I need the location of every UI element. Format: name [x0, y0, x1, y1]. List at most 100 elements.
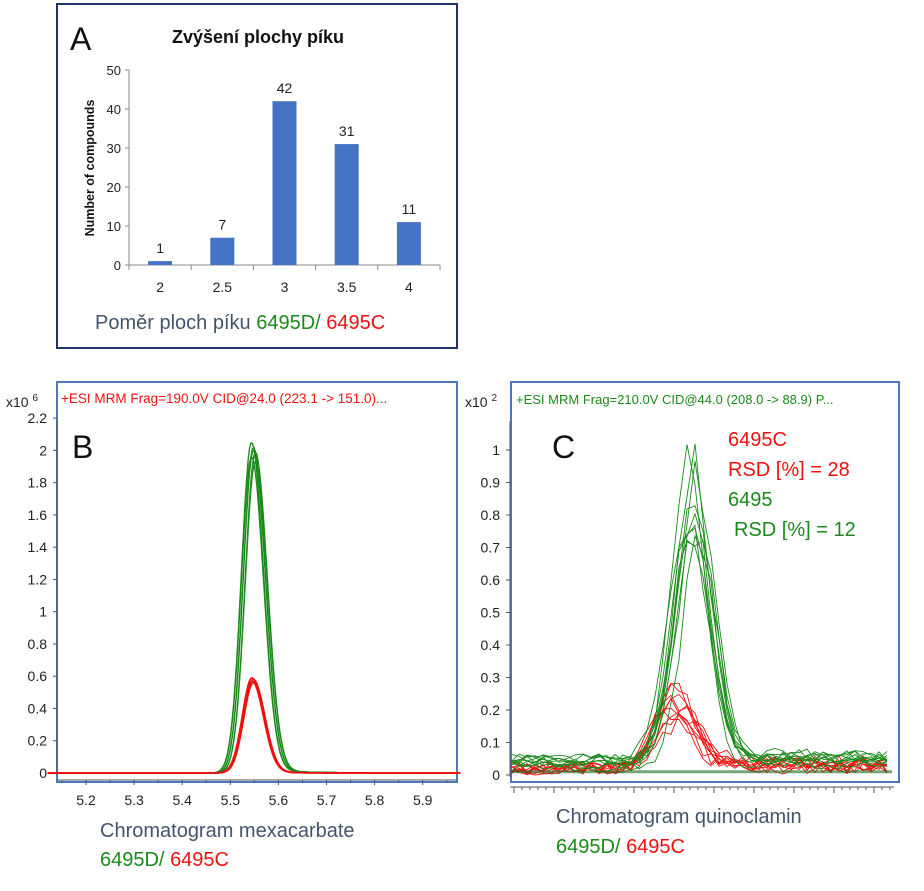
panel-b-caption-red: 6495C — [170, 849, 229, 871]
green-trace — [510, 539, 888, 764]
bar — [396, 222, 421, 265]
panel-c-letter: C — [552, 429, 576, 465]
panel-a-caption-red: 6495C — [326, 312, 386, 334]
y-tick-label: 30 — [107, 141, 121, 156]
annotation-red-name: 6495C — [728, 429, 787, 451]
red-trace — [47, 678, 461, 774]
green-trace — [510, 524, 888, 768]
green-trace — [510, 505, 888, 764]
y-tick-label: 0.3 — [481, 670, 501, 686]
bar — [210, 237, 235, 265]
y-tick-label: 40 — [107, 102, 121, 117]
bar-data-label: 31 — [339, 123, 355, 139]
green-trace — [47, 456, 461, 774]
bar — [148, 261, 173, 265]
bar — [272, 101, 297, 265]
green-trace — [47, 460, 461, 774]
panel-c-exponent-power: 2 — [491, 393, 498, 404]
panel-b-exponent: x10 6 — [6, 393, 38, 410]
y-tick-label: 2 — [39, 442, 47, 458]
panel-c-caption-red: 6495C — [626, 836, 685, 858]
bar — [334, 144, 359, 265]
panel-a-frame: A Zvýšení plochy píku Number of compounds… — [56, 3, 458, 349]
x-tick-label: 4 — [405, 279, 413, 295]
x-tick-label: 3.5 — [337, 279, 357, 295]
red-trace — [47, 681, 461, 774]
green-trace — [47, 450, 461, 774]
annotation-green-name: 6495 — [728, 489, 773, 511]
y-tick-label: 0 — [39, 765, 47, 781]
panel-b-caption-line2: 6495D/ 6495C — [100, 849, 229, 872]
red-trace — [47, 680, 461, 774]
x-tick-label: 5.9 — [413, 792, 433, 808]
y-tick-label: 0.9 — [481, 475, 501, 491]
x-tick-label: 2.5 — [213, 279, 233, 295]
x-tick-label: 5.8 — [365, 792, 385, 808]
bar-data-label: 11 — [402, 201, 417, 217]
y-tick-label: 1.6 — [28, 507, 48, 523]
panel-c-caption-green: 6495D/ — [556, 836, 621, 858]
x-tick-label: 5.7 — [317, 792, 337, 808]
annotation-red-rsd: RSD [%] = 28 — [728, 459, 850, 481]
y-tick-label: 1.2 — [28, 571, 48, 587]
mexacarbate-chromatogram: 0 0.2 0.4 0.6 0.8 1 1.2 1.4 1.6 1.8 2 2.2 5.2 5.3 5.4 5… — [28, 410, 461, 808]
y-axis-label: Number of compounds — [83, 100, 97, 237]
y-tick-label: 0.4 — [481, 637, 501, 653]
panel-c-caption-line1: Chromatogram quinoclamin — [556, 806, 802, 828]
y-tick-label: 2.2 — [28, 410, 48, 426]
bar-chart: Zvýšení plochy píku Number of compounds 0 1… — [83, 27, 441, 295]
y-tick-label: 0.2 — [481, 702, 501, 718]
y-tick-label: 0.4 — [28, 700, 48, 716]
bar-data-label: 7 — [218, 217, 226, 233]
y-tick-label: 1.8 — [28, 475, 48, 491]
y-tick-label: 1 — [492, 442, 500, 458]
y-tick-label: 0.8 — [481, 507, 501, 523]
panel-c-caption-line2: 6495D/ 6495C — [556, 836, 685, 859]
x-tick-label: 5.2 — [76, 792, 96, 808]
panel-a-caption-green: 6495D/ — [256, 312, 321, 334]
panel-a-caption: Poměr ploch píku 6495D/ 6495C — [95, 312, 385, 335]
x-tick-label: 5.6 — [269, 792, 289, 808]
y-tick-label: 0 — [114, 258, 121, 273]
green-trace — [510, 444, 888, 773]
panel-b-letter: B — [72, 429, 94, 465]
panel-b-caption-line1: Chromatogram mexacarbate — [100, 820, 355, 842]
red-trace — [47, 677, 461, 774]
x-tick-label: 5.4 — [172, 792, 192, 808]
green-trace — [47, 446, 461, 774]
chart-title: Zvýšení plochy píku — [172, 27, 344, 47]
y-tick-label: 50 — [107, 63, 121, 78]
x-tick-label: 5.5 — [221, 792, 241, 808]
y-tick-label: 1.4 — [28, 539, 48, 555]
green-trace — [510, 443, 888, 765]
y-tick-label: 0.6 — [28, 668, 48, 684]
red-trace — [510, 693, 888, 774]
y-tick-label: 1 — [39, 604, 47, 620]
y-tick-label: 0.7 — [481, 540, 501, 556]
bar-data-label: 1 — [156, 240, 164, 256]
y-tick-label: 0.5 — [481, 605, 501, 621]
green-trace — [47, 449, 461, 774]
panel-a-caption-prefix: Poměr ploch píku — [95, 312, 251, 334]
panel-b-exponent-base: x10 — [6, 394, 29, 410]
x-tick-label: 2 — [156, 279, 164, 295]
green-trace — [510, 461, 888, 764]
y-tick-label: 0.2 — [28, 733, 48, 749]
y-tick-label: 0.1 — [481, 735, 501, 751]
annotation-green-rsd: RSD [%] = 12 — [734, 519, 856, 541]
green-trace — [510, 534, 888, 771]
x-tick-label: 3 — [281, 279, 289, 295]
panel-c-exponent: x10 2 — [465, 393, 497, 410]
bar-data-label: 42 — [277, 80, 293, 96]
panel-b-caption-green: 6495D/ — [100, 849, 165, 871]
panel-b-header: +ESI MRM Frag=190.0V CID@24.0 (223.1 -> … — [61, 391, 388, 406]
panel-c-header: +ESI MRM Frag=210.0V CID@44.0 (208.0 -> … — [516, 392, 834, 407]
panel-c-exponent-base: x10 — [465, 394, 488, 410]
y-tick-label: 10 — [107, 219, 121, 234]
y-tick-label: 0 — [492, 767, 500, 783]
green-trace — [47, 441, 461, 774]
x-tick-label: 5.3 — [124, 792, 144, 808]
panel-a-letter: A — [70, 21, 92, 57]
quinoclamin-chromatogram: 0 0.1 0.2 0.3 0.4 0.5 0.6 0.7 0.8 0.9 1 — [481, 421, 894, 793]
y-tick-label: 0.8 — [28, 636, 48, 652]
